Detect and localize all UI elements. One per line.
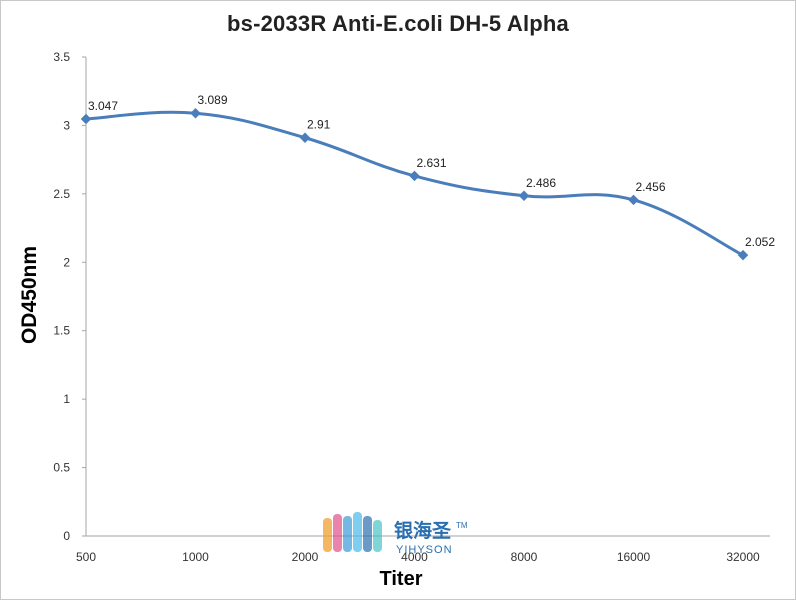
data-label: 2.052	[745, 235, 775, 249]
axes	[82, 56, 770, 537]
watermark-text-en: YIHYSON	[396, 544, 453, 556]
x-tick-label: 32000	[726, 550, 760, 564]
y-tick-label: 3	[63, 118, 70, 132]
logo-mark-icon	[323, 512, 382, 552]
chart-title: bs-2033R Anti-E.coli DH-5 Alpha	[227, 11, 569, 36]
data-marker	[409, 170, 420, 182]
data-label: 2.486	[526, 176, 556, 190]
data-marker	[518, 190, 530, 202]
x-tick-labels: 500 1000 2000 4000 8000 16000 32000	[76, 550, 760, 564]
data-label: 3.089	[198, 93, 228, 107]
y-tick-label: 2	[63, 255, 70, 269]
x-tick-label: 2000	[292, 550, 319, 564]
data-labels: 3.047 3.089 2.91 2.631 2.486 2.456 2.052	[88, 93, 775, 249]
y-tick-label: 3.5	[53, 50, 70, 64]
watermark-logo: 银海圣 TM YIHYSON	[323, 512, 468, 556]
data-label: 2.91	[307, 118, 331, 132]
y-tick-label: 0.5	[53, 461, 70, 475]
y-tick-label: 1	[63, 392, 70, 406]
data-marker	[299, 132, 311, 144]
y-tick-label: 1.5	[53, 324, 70, 338]
y-tick-labels: 0 0.5 1 1.5 2 2.5 3 3.5	[53, 50, 70, 543]
data-marker	[628, 194, 639, 206]
x-tick-label: 8000	[511, 550, 538, 564]
y-tick-label: 0	[63, 529, 70, 543]
data-marker	[737, 249, 749, 261]
watermark-tm: TM	[456, 521, 468, 530]
data-label: 2.631	[417, 156, 447, 170]
data-marker	[80, 113, 92, 125]
x-tick-label: 500	[76, 550, 96, 564]
data-marker	[190, 107, 201, 119]
data-label: 2.456	[636, 180, 666, 194]
x-tick-label: 1000	[182, 550, 209, 564]
data-label: 3.047	[88, 99, 118, 113]
watermark-text-cn: 银海圣	[394, 519, 452, 542]
x-axis-label: Titer	[379, 568, 423, 590]
x-tick-label: 4000	[401, 550, 428, 564]
data-markers	[80, 107, 749, 261]
y-tick-label: 2.5	[53, 187, 70, 201]
x-tick-label: 16000	[617, 550, 651, 564]
